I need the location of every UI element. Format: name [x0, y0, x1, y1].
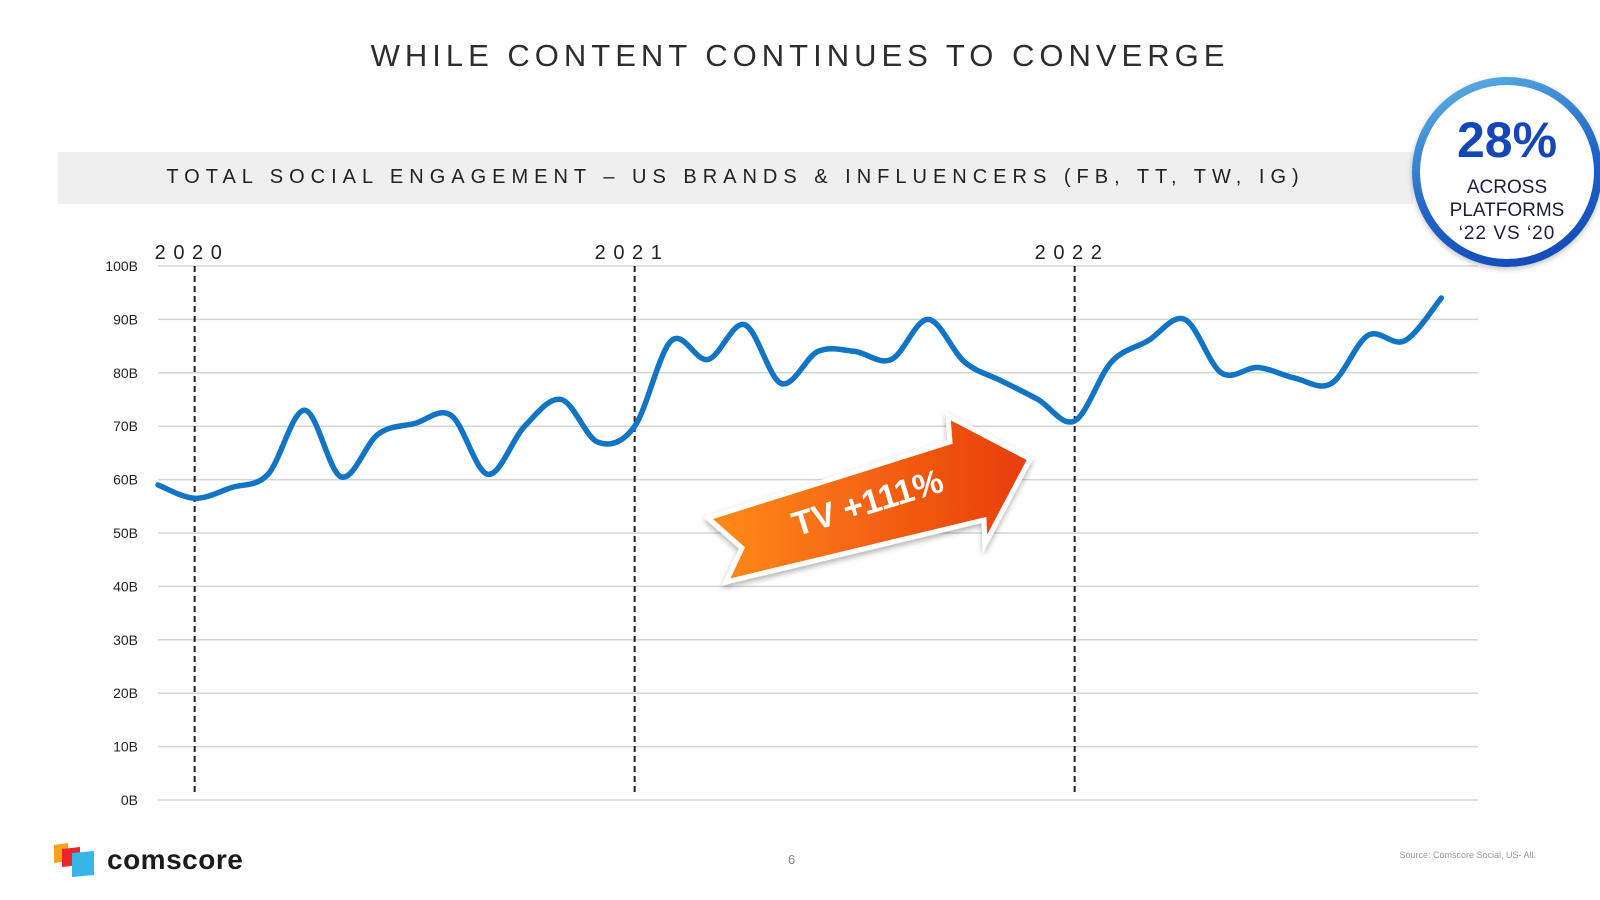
- logo-wordmark: comscore: [107, 844, 244, 875]
- growth-callout-badge: 28% ACROSS PLATFORMS ‘22 VS ‘20: [1412, 77, 1600, 267]
- year-marker-label: 2 0 2 2: [1035, 242, 1103, 264]
- chart-subtitle: TOTAL SOCIAL ENGAGEMENT – US BRANDS & IN…: [166, 166, 1305, 188]
- y-tick-label: 20B: [113, 685, 138, 701]
- arrow-shape: [703, 411, 1034, 586]
- series-line-layer: [155, 295, 1445, 502]
- y-tick-label: 50B: [113, 525, 138, 541]
- source-note: Source: Comscore Social, US- All.: [1399, 850, 1536, 860]
- y-tick-label: 60B: [113, 472, 138, 488]
- year-markers: 2 0 2 0 2 0 2 1 2 0 2 2: [155, 242, 1103, 796]
- tv-growth-arrow: TV +111%: [703, 411, 1034, 586]
- y-tick-label: 80B: [113, 365, 138, 381]
- y-tick-label: 100B: [105, 258, 138, 274]
- year-marker-label: 2 0 2 1: [595, 242, 663, 264]
- growth-callout-inner: 28% ACROSS PLATFORMS ‘22 VS ‘20: [1420, 85, 1594, 259]
- y-tick-label: 40B: [113, 578, 138, 594]
- y-tick-label: 90B: [113, 311, 138, 327]
- year-marker-label: 2 0 2 0: [155, 242, 223, 264]
- series-line: [155, 295, 1445, 502]
- page-number: 6: [788, 852, 796, 867]
- y-tick-label: 70B: [113, 418, 138, 434]
- growth-callout-line3: ‘22 VS ‘20: [1458, 223, 1556, 244]
- subtitle-bar: [58, 152, 1413, 204]
- comscore-logo-icon: [54, 843, 94, 877]
- y-tick-label: 30B: [113, 632, 138, 648]
- growth-callout-line1: ACROSS: [1466, 177, 1548, 198]
- y-tick-label: 10B: [113, 739, 138, 755]
- growth-callout-line2: PLATFORMS: [1449, 200, 1565, 221]
- y-tick-label: 0B: [121, 792, 138, 808]
- slide-title: WHILE CONTENT CONTINUES TO CONVERGE: [370, 38, 1230, 73]
- growth-callout-value: 28%: [1456, 112, 1558, 168]
